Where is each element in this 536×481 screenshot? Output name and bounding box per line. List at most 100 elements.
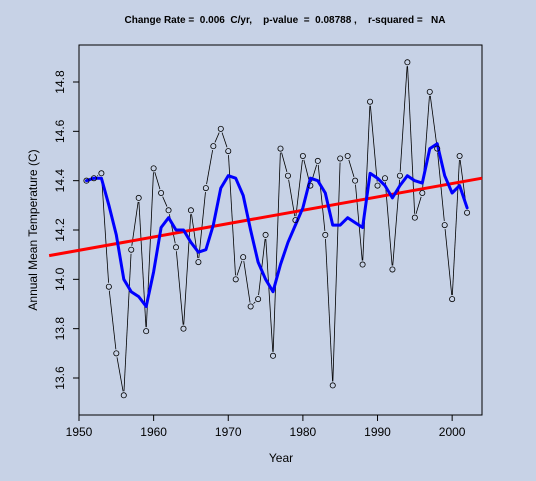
data-point [307,182,314,189]
y-tick-label: 14.0 [53,267,67,291]
observed-segment [214,132,220,143]
data-point [240,254,247,261]
observed-segment [101,177,109,283]
observed-segment [123,253,132,392]
data-point [143,328,150,335]
observed-segment [362,105,371,261]
data-point [98,170,105,177]
observed-segment [429,95,438,145]
data-point [83,177,90,184]
data-point [337,155,344,162]
data-point [299,152,306,159]
smooth-line [85,142,469,308]
data-point [187,207,194,214]
observed-segment [265,238,274,352]
data-point [367,98,374,105]
data-point [277,145,284,152]
data-point [202,185,209,192]
plot-frame [78,44,483,416]
x-tick-label: 1950 [66,425,93,439]
data-point [158,189,165,196]
observed-segment [272,152,281,352]
observed-segment [162,196,168,207]
data-point [352,177,359,184]
trend-line [48,176,483,258]
observed-segment [206,150,214,185]
data-point [247,303,254,310]
data-point [105,283,112,290]
chart-title: Change Rate = 0.006 C/yr, p-value = 0.08… [125,15,446,26]
observed-segment [97,175,99,177]
observed-segment [131,201,139,246]
x-axis: 1950 1960 1970 1980 1990 2000 [66,415,466,439]
x-tick-label: 2000 [439,425,466,439]
data-point [180,325,187,332]
observed-segment [399,66,408,172]
data-point [419,189,426,196]
observed-segment [183,214,192,325]
data-point [344,152,351,159]
y-tick-label: 14.8 [53,70,67,94]
data-point [284,172,291,179]
observed-segment [303,159,310,182]
y-tick-label: 14.6 [53,119,67,143]
data-point [411,214,418,221]
data-point [322,231,329,238]
y-tick-label: 14.2 [53,218,67,242]
y-tick-label: 14.4 [53,169,67,193]
observed-segment [138,201,147,328]
observed-segment [355,184,363,261]
observed-segment [175,251,184,325]
data-point [426,88,433,95]
observed-segment [295,159,303,217]
observed-segment [253,301,256,304]
x-axis-title: Year [269,451,293,465]
observed-segment [281,152,288,172]
observed-segment [451,159,460,296]
data-point [441,222,448,229]
data-point [113,350,120,357]
data-point [173,244,180,251]
series-layer [48,59,483,399]
data-point [128,246,135,253]
data-point [329,382,336,389]
x-tick-label: 1990 [364,425,391,439]
data-point [255,296,262,303]
data-point [195,259,202,266]
data-point [381,175,388,182]
observed-segment [243,261,251,303]
observed-segment [108,290,117,350]
y-axis: 13.6 13.8 14.0 14.2 14.4 14.6 14.8 [53,70,79,390]
data-point [292,217,299,224]
data-point [225,148,232,155]
x-tick-label: 1970 [215,425,242,439]
data-point [270,352,277,359]
data-point [262,231,269,238]
data-point [359,261,366,268]
data-point [314,157,321,164]
data-point [396,172,403,179]
observed-segment [325,238,333,382]
data-point [90,175,97,182]
observed-segment [116,357,124,392]
observed-segment [317,164,326,231]
observed-segment [228,155,236,276]
observed-segment [154,172,161,190]
data-point [165,207,172,214]
y-axis-title: Annual Mean Temperature (C) [26,149,40,310]
x-tick-label: 1960 [140,425,167,439]
y-tick-label: 13.6 [53,366,67,390]
observed-segment [236,260,243,276]
y-tick-label: 13.8 [53,317,67,341]
data-point [449,296,456,303]
observed-segment [288,179,296,217]
data-point [464,209,471,216]
data-point [150,165,157,172]
observed-segment [444,229,453,296]
data-point [456,152,463,159]
x-tick-label: 1980 [290,425,317,439]
observed-segment [332,162,341,382]
data-point [404,59,411,66]
data-point [374,182,381,189]
